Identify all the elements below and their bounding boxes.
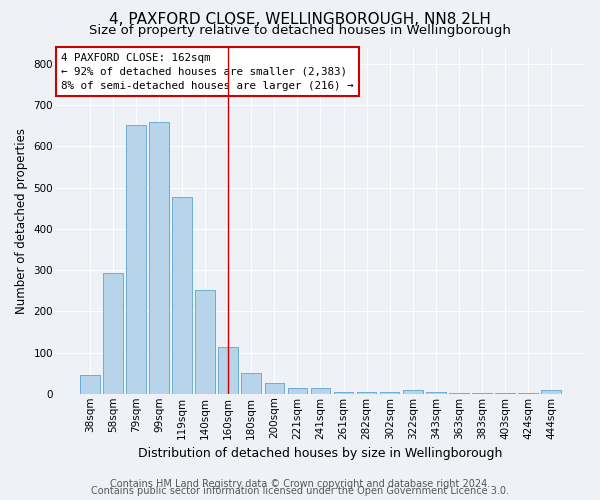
Bar	[241, 373, 261, 394]
Bar	[357, 392, 376, 394]
Bar	[265, 382, 284, 394]
Y-axis label: Number of detached properties: Number of detached properties	[15, 128, 28, 314]
Text: 4, PAXFORD CLOSE, WELLINGBOROUGH, NN8 2LH: 4, PAXFORD CLOSE, WELLINGBOROUGH, NN8 2L…	[109, 12, 491, 28]
Text: Contains HM Land Registry data © Crown copyright and database right 2024.: Contains HM Land Registry data © Crown c…	[110, 479, 490, 489]
Text: Size of property relative to detached houses in Wellingborough: Size of property relative to detached ho…	[89, 24, 511, 37]
Bar	[426, 392, 446, 394]
Bar	[334, 392, 353, 394]
Bar	[103, 274, 122, 394]
Bar	[149, 122, 169, 394]
Text: Contains public sector information licensed under the Open Government Licence 3.: Contains public sector information licen…	[91, 486, 509, 496]
Bar	[380, 392, 400, 394]
X-axis label: Distribution of detached houses by size in Wellingborough: Distribution of detached houses by size …	[138, 447, 503, 460]
Bar	[80, 375, 100, 394]
Bar	[172, 196, 192, 394]
Bar	[495, 393, 515, 394]
Bar	[126, 125, 146, 394]
Bar	[518, 393, 538, 394]
Bar	[311, 388, 330, 394]
Bar	[287, 388, 307, 394]
Bar	[449, 393, 469, 394]
Bar	[403, 390, 422, 394]
Bar	[541, 390, 561, 394]
Bar	[218, 347, 238, 394]
Text: 4 PAXFORD CLOSE: 162sqm
← 92% of detached houses are smaller (2,383)
8% of semi-: 4 PAXFORD CLOSE: 162sqm ← 92% of detache…	[61, 52, 354, 90]
Bar	[472, 393, 492, 394]
Bar	[196, 290, 215, 394]
